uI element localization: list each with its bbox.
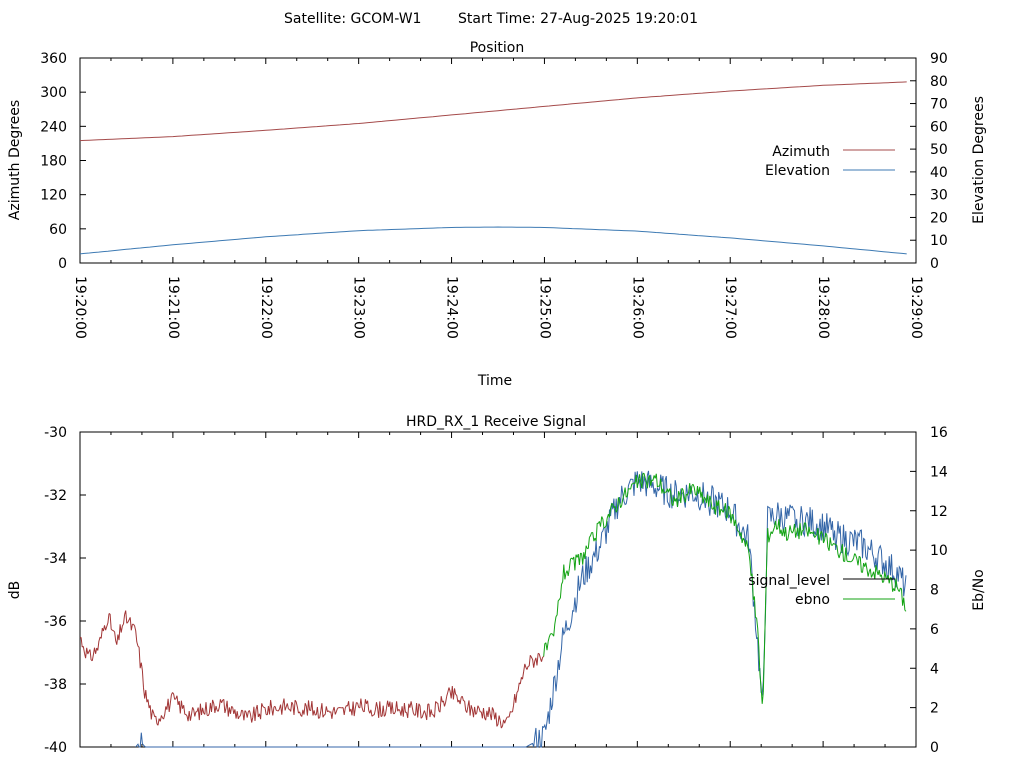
signal-plot-frame xyxy=(79,431,917,748)
signal-series-signal-level-line-low xyxy=(79,610,545,729)
position-x-tick-label: 19:24:00 xyxy=(444,276,460,339)
position-x-tick-label: 19:25:00 xyxy=(536,276,552,339)
position-x-tick-label: 19:20:00 xyxy=(72,276,88,339)
signal-y2-tick-label: 2 xyxy=(930,701,939,717)
position-series-elevation-line xyxy=(79,226,907,255)
signal-y-tick-label: -32 xyxy=(44,488,67,504)
position-y-tick-label: 300 xyxy=(40,85,67,101)
header-start-time: Start Time: 27-Aug-2025 19:20:01 xyxy=(458,11,698,27)
position-x-tick-label: 19:28:00 xyxy=(815,276,831,339)
signal-y-tick-label: -30 xyxy=(44,425,67,441)
position-y2-tick-label: 70 xyxy=(930,97,948,113)
position-legend: Azimuth Elevation xyxy=(765,144,895,179)
position-series-azimuth-line xyxy=(79,81,907,142)
signal-series-ebno-line xyxy=(135,470,907,748)
signal-y2-tick-label: 10 xyxy=(930,543,948,559)
position-x-tick-label: 19:23:00 xyxy=(351,276,367,339)
signal-y2-tick-label: 16 xyxy=(930,425,948,441)
legend-label-ebno: ebno xyxy=(795,592,830,608)
signal-y2-tick-label: 0 xyxy=(930,740,939,756)
position-chart-title: Position xyxy=(470,40,525,56)
position-x-tick-label: 19:26:00 xyxy=(629,276,645,339)
legend-label-elevation: Elevation xyxy=(765,163,830,179)
position-x-axis-label: Time xyxy=(477,373,512,389)
signal-y2-tick-label: 14 xyxy=(930,464,948,480)
signal-y2-tick-label: 12 xyxy=(930,504,948,520)
position-y-axis-label: Azimuth Degrees xyxy=(7,100,23,220)
position-y-tick-label: 360 xyxy=(40,51,67,67)
position-plot-frame xyxy=(79,57,917,264)
header-satellite: Satellite: GCOM-W1 xyxy=(284,11,421,27)
position-y2-tick-label: 60 xyxy=(930,119,948,135)
position-x-tick-label: 19:27:00 xyxy=(722,276,738,339)
signal-y-tick-label: -38 xyxy=(44,677,67,693)
position-y2-tick-label: 40 xyxy=(930,165,948,181)
signal-chart-title: HRD_RX_1 Receive Signal xyxy=(406,414,586,430)
position-x-tick-label: 19:22:00 xyxy=(258,276,274,339)
legend-label-azimuth: Azimuth xyxy=(772,144,830,160)
signal-y2-tick-label: 8 xyxy=(930,583,939,599)
position-y-tick-label: 240 xyxy=(40,119,67,135)
signal-y2-tick-label: 4 xyxy=(930,661,939,677)
legend-label-signal-level: signal_level xyxy=(748,573,830,589)
position-y-tick-label: 180 xyxy=(40,154,67,170)
signal-series-signal-level-line xyxy=(543,472,907,704)
position-y2-axis-label: Elevation Degrees xyxy=(971,96,987,224)
position-y-tick-label: 120 xyxy=(40,188,67,204)
position-y2-tick-label: 80 xyxy=(930,74,948,90)
signal-chart: HRD_RX_1 Receive Signal dB Eb/No -40 -38 -… xyxy=(7,414,987,756)
position-chart: Position Time Azimuth Degrees Elevation … xyxy=(7,40,987,389)
position-y-tick-label: 60 xyxy=(49,222,67,238)
signal-y2-tick-label: 6 xyxy=(930,622,939,638)
signal-legend: signal_level ebno xyxy=(748,573,895,608)
position-y2-tick-label: 10 xyxy=(930,233,948,249)
signal-y-tick-label: -34 xyxy=(44,551,67,567)
position-x-tick-label: 19:21:00 xyxy=(165,276,181,339)
position-y2-tick-label: 30 xyxy=(930,188,948,204)
position-y2-tick-label: 90 xyxy=(930,51,948,67)
signal-y2-axis-label: Eb/No xyxy=(971,569,987,611)
position-y2-tick-label: 20 xyxy=(930,210,948,226)
position-y2-tick-label: 0 xyxy=(930,256,939,272)
position-y2-tick-label: 50 xyxy=(930,142,948,158)
position-x-tick-label: 19:29:00 xyxy=(908,276,924,339)
signal-y-tick-label: -40 xyxy=(44,740,67,756)
signal-y-tick-label: -36 xyxy=(44,614,67,630)
position-y-tick-label: 0 xyxy=(58,256,67,272)
signal-y-axis-label: dB xyxy=(7,581,23,600)
